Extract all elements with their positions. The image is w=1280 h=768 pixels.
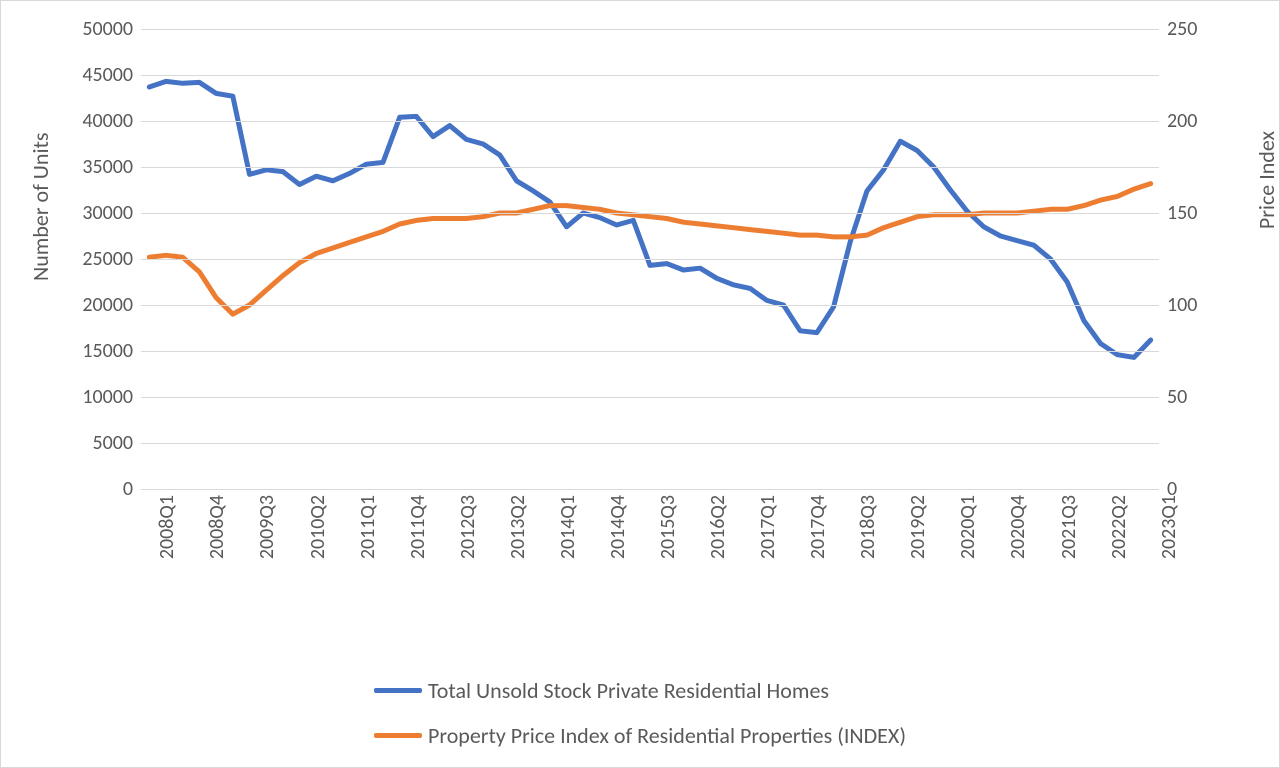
x-tick: 2017Q4 (806, 495, 830, 559)
x-tick: 2008Q4 (205, 495, 229, 559)
gridline (141, 305, 1159, 306)
x-tick: 2020Q4 (1006, 495, 1030, 559)
legend-label: Total Unsold Stock Private Residential H… (428, 677, 829, 704)
x-tick: 2010Q2 (306, 495, 330, 559)
y-right-tick: 200 (1167, 111, 1197, 131)
x-tick: 2020Q1 (956, 495, 980, 559)
legend-label: Property Price Index of Residential Prop… (428, 722, 906, 749)
y-left-axis-title: Number of Units (27, 133, 54, 281)
y-right-tick: 0 (1167, 479, 1177, 499)
x-tick: 2021Q3 (1057, 495, 1081, 559)
legend-swatch (374, 733, 422, 738)
x-tick: 2008Q1 (155, 495, 179, 559)
y-left-tick: 20000 (82, 295, 133, 315)
y-left-tick: 25000 (82, 249, 133, 269)
x-tick: 2012Q3 (456, 495, 480, 559)
legend: Total Unsold Stock Private Residential H… (374, 677, 906, 749)
legend-item-price-index: Property Price Index of Residential Prop… (374, 722, 906, 749)
x-tick: 2019Q2 (906, 495, 930, 559)
x-tick: 2013Q2 (506, 495, 530, 559)
gridline (141, 351, 1159, 352)
x-tick: 2014Q4 (606, 495, 630, 559)
x-tick: 2022Q2 (1107, 495, 1131, 559)
y-left-tick: 5000 (92, 433, 133, 453)
x-tick: 2023Q1 (1157, 495, 1181, 559)
y-left-tick: 50000 (82, 19, 133, 39)
gridline (141, 213, 1159, 214)
y-left-tick: 0 (123, 479, 133, 499)
gridline (141, 259, 1159, 260)
gridline (141, 29, 1159, 30)
x-axis-labels: 2008Q1 2008Q4 2009Q3 2010Q2 2011Q1 2011Q4 2012… (141, 489, 1159, 609)
y-right-tick: 250 (1167, 19, 1197, 39)
x-tick: 2009Q3 (255, 495, 279, 559)
y-right-tick: 50 (1167, 387, 1187, 407)
x-tick: 2011Q1 (356, 495, 380, 559)
x-tick: 2011Q4 (406, 495, 430, 559)
x-tick: 2017Q1 (756, 495, 780, 559)
gridline (141, 121, 1159, 122)
y-left-tick: 30000 (82, 203, 133, 223)
plot-area: 2008Q12008Q42009Q32010Q22011Q12011Q42012… (141, 29, 1159, 489)
gridline (141, 397, 1159, 398)
series-line (149, 184, 1150, 315)
x-tick: 2018Q3 (856, 495, 880, 559)
y-left-tick: 35000 (82, 157, 133, 177)
gridline (141, 167, 1159, 168)
y-right-tick: 100 (1167, 295, 1197, 315)
series-line (149, 81, 1150, 357)
gridline (141, 75, 1159, 76)
y-left-tick: 10000 (82, 387, 133, 407)
gridline (141, 443, 1159, 444)
x-tick: 2015Q3 (656, 495, 680, 559)
gridline (141, 489, 1159, 490)
y-right-tick: 150 (1167, 203, 1197, 223)
legend-swatch (374, 688, 422, 693)
legend-item-unsold-stock: Total Unsold Stock Private Residential H… (374, 677, 829, 704)
y-right-axis-title: Price Index (1253, 131, 1280, 229)
y-left-tick: 45000 (82, 65, 133, 85)
chart-container: 2008Q1 2008Q4 2009Q3 2010Q2 2011Q1 2011Q4 2012… (0, 0, 1280, 768)
x-tick: 2014Q1 (556, 495, 580, 559)
y-left-tick: 15000 (82, 341, 133, 361)
x-tick: 2016Q2 (706, 495, 730, 559)
y-left-tick: 40000 (82, 111, 133, 131)
